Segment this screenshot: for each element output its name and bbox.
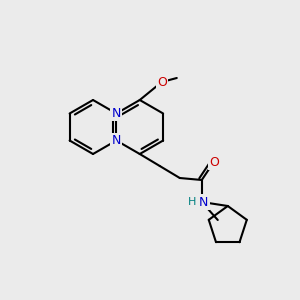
Text: O: O — [157, 76, 167, 88]
Text: N: N — [112, 107, 121, 120]
Text: N: N — [199, 196, 208, 208]
Text: H: H — [188, 197, 196, 207]
Text: N: N — [112, 134, 121, 147]
Text: O: O — [209, 155, 219, 169]
